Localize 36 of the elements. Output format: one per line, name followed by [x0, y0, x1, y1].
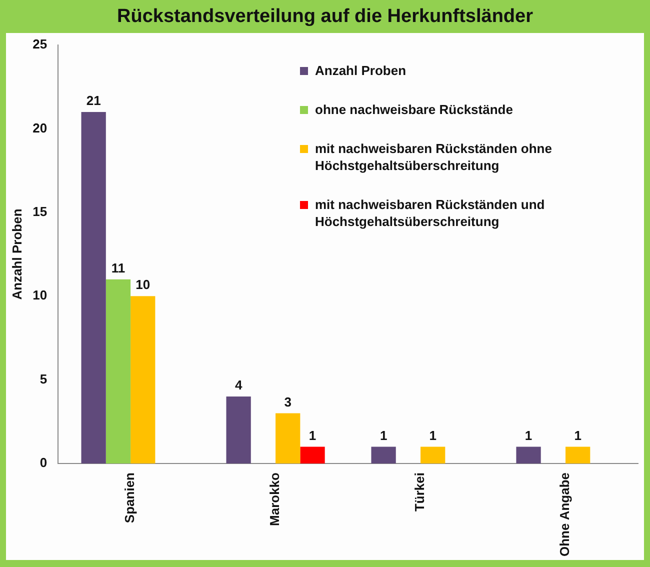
y-tick-label: 5 [40, 371, 48, 386]
bar [81, 112, 106, 464]
bar [566, 446, 590, 464]
x-tick-label: Türkei [412, 472, 428, 512]
data-label: 21 [86, 93, 101, 108]
legend-label: Anzahl Proben [315, 62, 406, 79]
data-label: 3 [284, 394, 292, 410]
y-axis-title: Anzahl Proben [9, 208, 24, 300]
y-tick-label: 25 [32, 36, 48, 52]
bar [371, 446, 396, 464]
bar [276, 413, 300, 464]
y-tick-label: 10 [32, 288, 48, 303]
bar [130, 296, 156, 464]
y-tick-label: 15 [32, 204, 48, 219]
bar [300, 446, 325, 464]
data-label: 4 [234, 378, 243, 393]
y-tick-label: 0 [40, 455, 48, 470]
chart-title: Rückstandsverteilung auf die Herkunftsländer [116, 6, 534, 28]
legend-label: mit nachweisbaren Rückständen und Höchstgehaltsüberschreitung [315, 196, 546, 230]
y-tick-label: 20 [32, 120, 48, 136]
data-label: 11 [111, 260, 126, 276]
x-tick-label: Marokko [267, 472, 282, 526]
x-tick-label: Ohne Angabe [557, 472, 572, 557]
legend-label: ohne nachweisbare Rückstände [315, 101, 513, 118]
legend-label: mit nachweisbaren Rückständen ohne Höchstgehaltsüberschreitung [315, 140, 553, 174]
bar [420, 446, 446, 464]
data-label: 1 [429, 428, 436, 443]
bar [106, 279, 131, 464]
bar [516, 446, 541, 464]
bar [226, 396, 251, 464]
data-label: 10 [136, 277, 150, 292]
data-label: 1 [308, 428, 316, 443]
data-label: 1 [380, 428, 388, 443]
data-label: 1 [574, 428, 582, 443]
data-label: 1 [524, 428, 532, 443]
x-tick-label: Spanien [122, 472, 138, 524]
